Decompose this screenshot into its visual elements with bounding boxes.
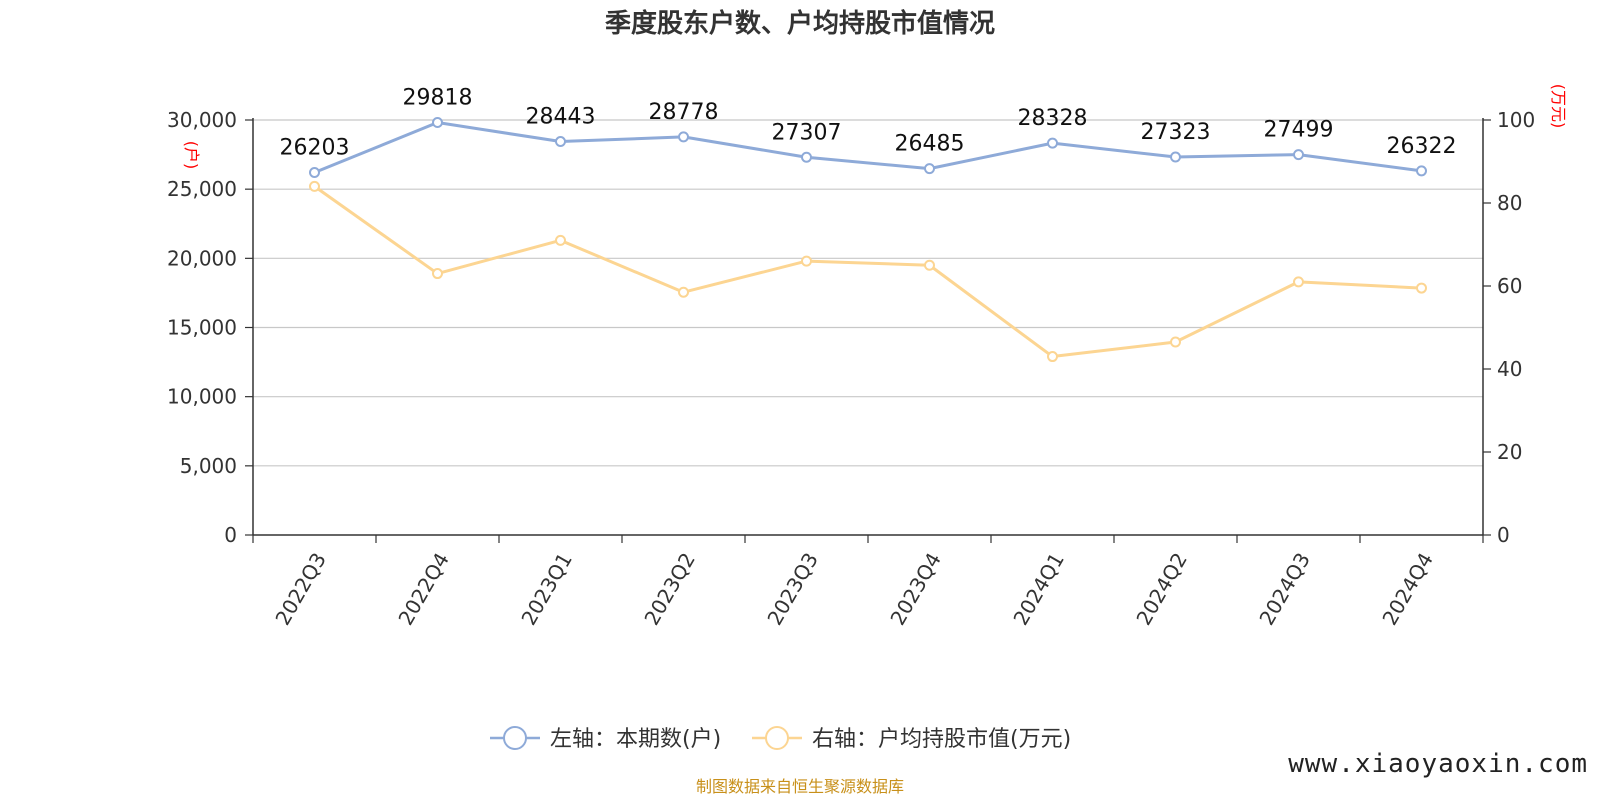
data-point — [432, 268, 443, 280]
data-label: 26203 — [280, 136, 350, 161]
watermark: www.xiaoyaoxin.com — [1288, 749, 1588, 779]
data-label: 27499 — [1264, 118, 1334, 143]
x-tick-label: 2024Q4 — [1377, 549, 1437, 630]
data-point — [1293, 149, 1304, 161]
chart-title: 季度股东户数、户均持股市值情况 — [605, 8, 995, 39]
axes-layer: 0 5,000 10,000 15,000 20,000 25,000 30,000 0 20 4… — [167, 84, 1568, 629]
grid-layer — [253, 119, 1483, 467]
data-point — [678, 131, 689, 143]
data-label: 26485 — [895, 132, 965, 157]
y-right-tick-label: 40 — [1497, 357, 1522, 381]
y-right-tick-label: 100 — [1497, 108, 1535, 132]
x-tick-label: 2024Q3 — [1254, 549, 1314, 630]
data-label: 27323 — [1141, 120, 1211, 145]
data-point — [309, 167, 320, 179]
x-tick-label: 2024Q1 — [1008, 549, 1068, 630]
data-label: 28443 — [526, 105, 596, 130]
data-point — [1047, 137, 1058, 149]
data-label: 28328 — [1018, 106, 1088, 131]
data-point — [924, 259, 935, 271]
data-point — [924, 163, 935, 175]
series-line-holders — [313, 121, 1422, 174]
data-point — [555, 136, 566, 148]
data-point — [1170, 336, 1181, 348]
x-tick-label: 2023Q1 — [516, 549, 576, 630]
legend-label: 左轴：本期数(户) — [550, 727, 721, 752]
labels-layer: 26203 29818 28443 28778 27307 26485 28328 27323… — [280, 86, 1457, 161]
legend-marker — [765, 726, 789, 750]
data-point — [309, 180, 320, 192]
data-point — [1416, 165, 1427, 177]
y-right-tick-label: 20 — [1497, 440, 1522, 464]
x-tick-label: 2023Q4 — [885, 549, 945, 630]
data-point — [555, 234, 566, 246]
data-point — [801, 151, 812, 163]
y-right-unit: (万元) — [1549, 84, 1568, 129]
data-point — [678, 286, 689, 298]
legend-marker — [503, 726, 527, 750]
y-left-tick-label: 20,000 — [167, 246, 237, 270]
data-point — [801, 255, 812, 267]
data-point — [1293, 276, 1304, 288]
x-tick-label: 2023Q2 — [639, 549, 699, 630]
y-left-tick-label: 30,000 — [167, 108, 237, 132]
data-label: 26322 — [1387, 134, 1457, 159]
y-left-tick-label: 25,000 — [167, 177, 237, 201]
x-tick-label: 2024Q2 — [1131, 549, 1191, 630]
data-label: 29818 — [403, 86, 473, 111]
x-tick-label: 2022Q3 — [270, 549, 330, 630]
legend: 左轴：本期数(户) 右轴：户均持股市值(万元) — [490, 726, 1071, 752]
y-left-tick-label: 10,000 — [167, 385, 237, 409]
y-left-tick-label: 5,000 — [180, 454, 237, 478]
data-label: 28778 — [649, 100, 719, 125]
y-left-tick-label: 0 — [224, 523, 237, 547]
y-left-tick-label: 15,000 — [167, 316, 237, 340]
x-tick-label: 2022Q4 — [393, 549, 453, 630]
source-note: 制图数据来自恒生聚源数据库 — [696, 777, 904, 796]
data-point — [1047, 351, 1058, 363]
series-line-avg-value — [313, 185, 1422, 359]
y-right-tick-label: 0 — [1497, 523, 1510, 547]
data-point — [1170, 151, 1181, 163]
series-layer — [309, 117, 1427, 363]
data-point — [1416, 282, 1427, 294]
y-right-tick-label: 60 — [1497, 274, 1522, 298]
data-point — [432, 117, 443, 129]
x-tick-label: 2023Q3 — [762, 549, 822, 630]
y-right-tick-label: 80 — [1497, 191, 1522, 215]
legend-label: 右轴：户均持股市值(万元) — [812, 727, 1071, 752]
data-label: 27307 — [772, 120, 842, 145]
y-left-unit: (户) — [182, 141, 201, 170]
